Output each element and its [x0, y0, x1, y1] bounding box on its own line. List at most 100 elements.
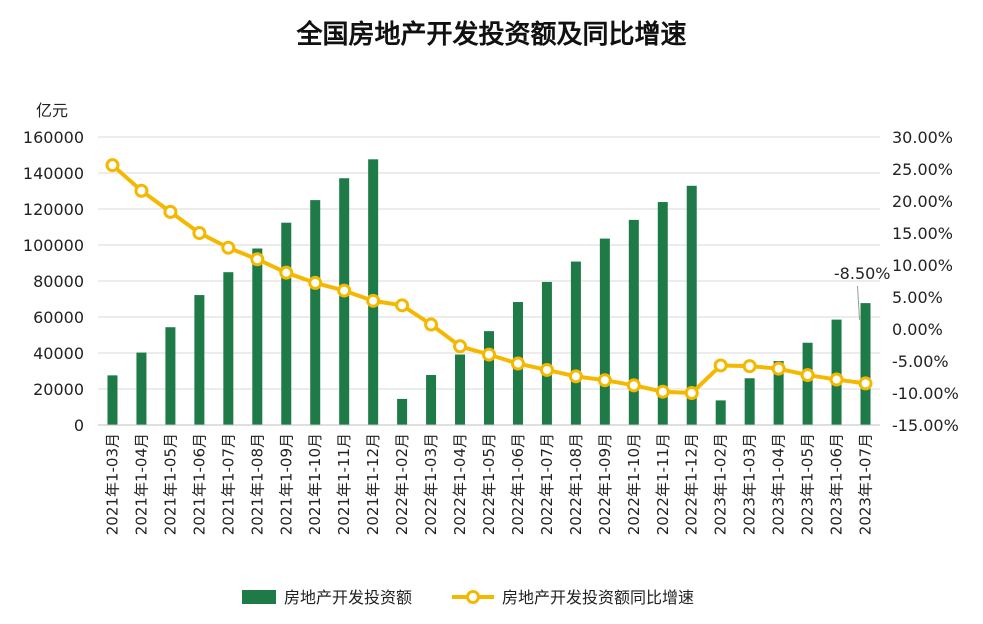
- y-right-tick-label: 0.00%: [892, 320, 943, 339]
- growth-point: [510, 356, 525, 371]
- x-tick-label: 2022年1-04月: [451, 433, 469, 535]
- growth-point: [829, 372, 844, 387]
- bar: [281, 222, 292, 425]
- bar: [397, 398, 408, 425]
- growth-point: [366, 293, 381, 308]
- chart-title: 全国房地产开发投资额及同比增速: [296, 20, 687, 50]
- bar: [426, 375, 437, 425]
- x-tick-label: 2022年1-11月: [654, 433, 672, 535]
- x-tick-label: 2021年1-03月: [103, 433, 121, 535]
- y-left-tick-label: 160000: [23, 128, 84, 147]
- bar: [339, 178, 350, 425]
- bar: [744, 378, 755, 425]
- y-right-tick-label: -10.00%: [892, 384, 959, 403]
- growth-point: [424, 317, 439, 332]
- growth-point: [221, 240, 236, 255]
- x-tick-label: 2021年1-11月: [335, 433, 353, 535]
- bar: [686, 185, 697, 425]
- y-left-tick-label: 120000: [23, 200, 84, 219]
- x-tick-label: 2022年1-09月: [596, 433, 614, 535]
- bar: [484, 331, 494, 425]
- bar: [252, 248, 263, 425]
- x-tick-label: 2022年1-06月: [509, 433, 527, 535]
- bar: [368, 159, 379, 425]
- x-tick-label: 2021年1-08月: [248, 433, 266, 535]
- legend-swatch-bar: [242, 590, 276, 604]
- y-left-tick-label: 0: [74, 416, 84, 435]
- growth-point: [395, 298, 410, 313]
- bar: [628, 219, 639, 425]
- x-tick-label: 2022年1-10月: [625, 433, 643, 535]
- y-left-tick-label: 100000: [23, 236, 84, 255]
- y-left-unit-label: 亿元: [36, 101, 68, 120]
- legend-swatch-marker: [466, 590, 480, 604]
- x-tick-label: 2022年1-02月: [393, 433, 411, 535]
- y-right-tick-label: -5.00%: [892, 352, 949, 371]
- y-left-tick-label: 140000: [23, 164, 84, 183]
- growth-point: [539, 362, 554, 377]
- y-right-tick-label: 10.00%: [892, 256, 953, 275]
- growth-point: [163, 204, 178, 219]
- x-tick-label: 2021年1-06月: [190, 433, 208, 535]
- y-left-tick-label: 20000: [33, 380, 84, 399]
- x-tick-label: 2023年1-05月: [799, 433, 817, 535]
- growth-point: [279, 265, 294, 280]
- growth-point: [742, 359, 757, 374]
- legend: 房地产开发投资额 房地产开发投资额同比增速: [242, 588, 694, 607]
- bar: [599, 238, 610, 425]
- bar: [194, 295, 205, 425]
- x-tick-label: 2022年1-12月: [683, 433, 701, 535]
- x-tick-label: 2021年1-07月: [219, 433, 237, 535]
- growth-point: [250, 252, 265, 267]
- bar: [802, 342, 813, 425]
- x-tick-label: 2023年1-07月: [857, 433, 875, 535]
- growth-point: [337, 283, 352, 298]
- x-tick-label: 2023年1-06月: [828, 433, 846, 535]
- legend-label-growth: 房地产开发投资额同比增速: [502, 588, 694, 607]
- growth-point: [192, 226, 207, 240]
- growth-point: [800, 368, 815, 383]
- x-tick-label: 2022年1-07月: [538, 433, 556, 535]
- line-series: [105, 158, 873, 400]
- bar: [541, 281, 552, 425]
- y-left-tick-label: 40000: [33, 344, 84, 363]
- x-tick-label: 2023年1-02月: [712, 433, 730, 535]
- growth-point: [626, 378, 641, 393]
- y-left-tick-label: 80000: [33, 272, 84, 291]
- y-right-tick-label: 20.00%: [892, 192, 953, 211]
- growth-point: [105, 158, 120, 173]
- bar: [570, 261, 581, 425]
- bar: [165, 327, 176, 425]
- x-tick-label: 2021年1-05月: [161, 433, 179, 535]
- bar: [831, 319, 842, 425]
- bar: [107, 375, 118, 425]
- y-right-tick-label: 15.00%: [892, 224, 953, 243]
- annotation-leader-line: [857, 285, 861, 321]
- y-right-tick-label: 30.00%: [892, 128, 953, 147]
- x-tick-label: 2021年1-04月: [132, 433, 150, 535]
- x-tick-label: 2021年1-09月: [277, 433, 295, 535]
- x-tick-label: 2021年1-10月: [306, 433, 324, 535]
- growth-point: [453, 339, 468, 354]
- legend-label-investment: 房地产开发投资额: [284, 588, 412, 607]
- bar: [223, 272, 234, 425]
- x-tick-label: 2023年1-03月: [741, 433, 759, 535]
- annotation: -8.50%: [834, 264, 891, 321]
- x-tick-label: 2022年1-03月: [422, 433, 440, 535]
- bar-series: [107, 159, 871, 425]
- bar: [657, 202, 668, 425]
- y-left-tick-label: 60000: [33, 308, 84, 327]
- bar: [715, 400, 726, 425]
- last-value-annotation: -8.50%: [834, 264, 891, 283]
- x-tick-label: 2021年1-12月: [364, 433, 382, 535]
- growth-point: [655, 384, 670, 399]
- x-tick-label: 2022年1-08月: [567, 433, 585, 535]
- bar: [455, 354, 466, 425]
- bar: [860, 303, 871, 425]
- y-right-tick-label: 5.00%: [892, 288, 943, 307]
- growth-point: [684, 386, 699, 400]
- x-tick-label: 2023年1-04月: [770, 433, 788, 535]
- y-right-tick-label: -15.00%: [892, 416, 959, 435]
- growth-point: [713, 358, 728, 373]
